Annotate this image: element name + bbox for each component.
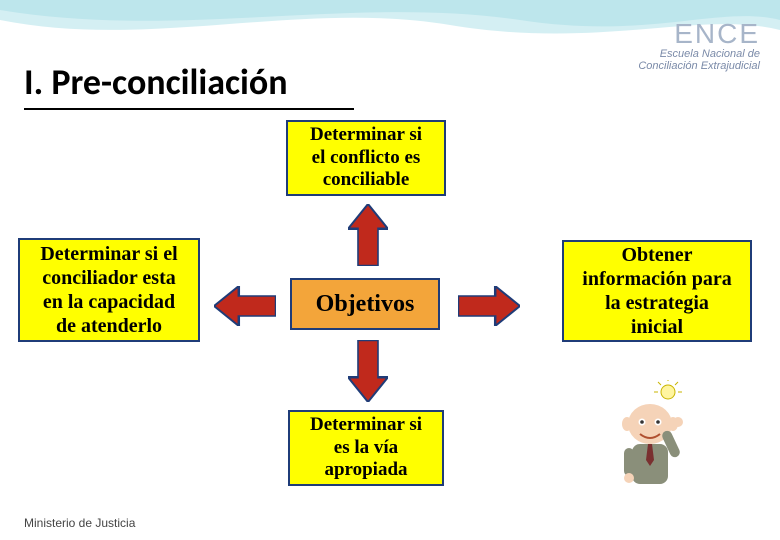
top-box: Determinar siel conflicto esconciliable bbox=[286, 120, 446, 196]
footer-text: Ministerio de Justicia bbox=[24, 516, 135, 530]
bottom-box: Determinar sies la víaapropiada bbox=[288, 410, 444, 486]
logo-subtitle-1: Escuela Nacional de bbox=[638, 48, 760, 60]
title-underline bbox=[24, 108, 354, 110]
center-box-objetivos: Objetivos bbox=[290, 278, 440, 330]
left-box-label: Determinar si elconciliador estaen la ca… bbox=[40, 242, 177, 338]
left-box: Determinar si elconciliador estaen la ca… bbox=[18, 238, 200, 342]
arrow-up-icon bbox=[348, 204, 388, 266]
arrow-left-icon bbox=[214, 286, 276, 326]
right-box-label: Obtenerinformación parala estrategiainic… bbox=[582, 243, 731, 339]
center-box-label: Objetivos bbox=[316, 290, 415, 319]
right-box: Obtenerinformación parala estrategiainic… bbox=[562, 240, 752, 342]
logo: ENCE Escuela Nacional de Conciliación Ex… bbox=[638, 20, 760, 72]
logo-text: ENCE bbox=[638, 20, 760, 48]
logo-subtitle-2: Conciliación Extrajudicial bbox=[638, 60, 760, 72]
arrow-down-icon bbox=[348, 340, 388, 402]
page-title: I. Pre-conciliación bbox=[24, 60, 288, 104]
arrow-right-icon bbox=[458, 286, 520, 326]
bottom-box-label: Determinar sies la víaapropiada bbox=[310, 414, 422, 482]
top-box-label: Determinar siel conflicto esconciliable bbox=[310, 124, 422, 192]
idea-person-icon bbox=[600, 380, 700, 490]
